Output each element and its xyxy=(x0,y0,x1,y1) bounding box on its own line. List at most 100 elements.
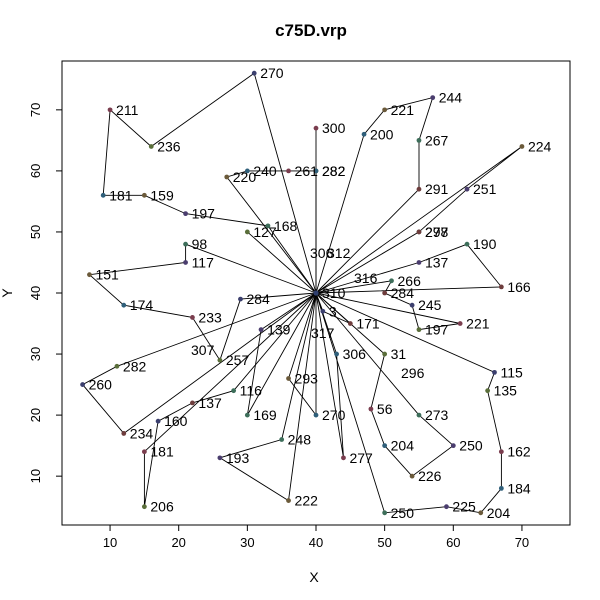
customer-label: 117 xyxy=(192,254,215,270)
customer-label: 261 xyxy=(295,163,319,179)
customer-point xyxy=(416,186,422,192)
customer-point xyxy=(368,406,374,412)
customer-point xyxy=(519,144,525,149)
customer-label: 257 xyxy=(226,352,250,368)
customer-point xyxy=(141,504,147,510)
customer-points xyxy=(80,70,525,516)
customer-label: 116 xyxy=(240,383,263,399)
y-tick-label: 10 xyxy=(28,469,43,483)
extra-label: 312 xyxy=(327,245,351,261)
customer-label: 171 xyxy=(356,316,380,332)
customer-point xyxy=(416,412,422,418)
customer-point xyxy=(464,241,470,247)
customer-label: 169 xyxy=(253,407,277,423)
customer-point xyxy=(334,351,339,357)
customer-point xyxy=(416,137,422,143)
customer-point xyxy=(382,351,388,357)
customer-point xyxy=(100,192,106,198)
customer-label: 306 xyxy=(343,346,367,362)
customer-label: 245 xyxy=(418,297,442,313)
customer-point xyxy=(217,455,223,461)
customer-label: 220 xyxy=(233,169,257,185)
customer-point xyxy=(382,290,388,296)
customer-label: 159 xyxy=(150,187,174,203)
x-tick-label: 40 xyxy=(309,535,323,550)
customer-point xyxy=(313,168,319,174)
customer-point xyxy=(409,302,415,308)
customer-point xyxy=(313,412,319,418)
customer-label: 310 xyxy=(322,285,346,301)
customer-point xyxy=(492,369,497,375)
customer-point xyxy=(485,388,491,394)
customer-label: 166 xyxy=(507,279,531,295)
y-tick-label: 70 xyxy=(28,103,43,117)
customer-label: 168 xyxy=(274,218,298,234)
customer-label: 298 xyxy=(425,224,449,240)
customer-label: 56 xyxy=(377,401,393,417)
customer-point xyxy=(87,272,92,278)
x-tick-label: 20 xyxy=(171,535,185,550)
customer-point xyxy=(382,107,388,113)
customer-point xyxy=(320,308,326,314)
customer-point xyxy=(258,327,264,333)
customer-label: 284 xyxy=(246,291,270,307)
x-tick-label: 60 xyxy=(446,535,460,550)
customer-label: 162 xyxy=(507,444,531,460)
x-tick-label: 70 xyxy=(515,535,529,550)
customer-point xyxy=(244,229,250,235)
route-line xyxy=(315,292,344,458)
customer-label: 137 xyxy=(198,395,222,411)
customer-label: 250 xyxy=(391,505,415,521)
customer-point xyxy=(141,192,147,198)
customer-label: 221 xyxy=(391,102,415,118)
customer-label: 200 xyxy=(370,126,394,142)
x-tick-label: 10 xyxy=(103,535,117,550)
customer-point xyxy=(416,260,422,265)
customer-label: 204 xyxy=(391,438,415,454)
customer-label: 222 xyxy=(295,493,319,509)
customer-label: 115 xyxy=(500,364,523,380)
chart-title: c75D.vrp xyxy=(275,21,347,40)
customer-point xyxy=(141,449,147,455)
customer-point xyxy=(155,418,161,424)
customer-point xyxy=(244,168,250,174)
y-tick-label: 60 xyxy=(28,164,43,178)
customer-point xyxy=(498,284,504,290)
customer-label: 225 xyxy=(452,499,476,515)
customer-label: 282 xyxy=(123,358,147,374)
extra-label: 296 xyxy=(401,365,425,381)
customer-point xyxy=(238,296,243,302)
customer-point xyxy=(286,168,291,174)
customer-label: 277 xyxy=(349,450,373,466)
customer-point xyxy=(464,186,470,192)
customer-point xyxy=(286,376,291,381)
customer-label: 197 xyxy=(425,322,449,338)
customer-label: 267 xyxy=(425,132,449,148)
customer-point xyxy=(450,443,456,449)
customer-label: 226 xyxy=(418,468,442,484)
customer-point xyxy=(382,443,388,449)
customer-label: 300 xyxy=(322,120,346,136)
customer-label: 98 xyxy=(192,236,208,252)
customer-label: 250 xyxy=(459,438,483,454)
customer-label: 181 xyxy=(150,444,174,460)
customer-point xyxy=(231,388,237,394)
customer-point xyxy=(190,315,195,320)
customer-label: 197 xyxy=(192,206,216,222)
customer-label: 193 xyxy=(226,450,250,466)
customer-point xyxy=(244,412,250,418)
customer-point xyxy=(286,498,291,503)
customer-point xyxy=(416,229,422,235)
customer-label: 135 xyxy=(494,383,518,399)
customer-label: 151 xyxy=(95,267,119,283)
y-tick-label: 30 xyxy=(28,347,43,361)
customer-point xyxy=(361,131,367,137)
customer-label: 236 xyxy=(157,138,181,154)
customer-label: 139 xyxy=(267,322,291,338)
customer-point xyxy=(382,510,388,516)
customer-label: 184 xyxy=(507,480,531,496)
x-axis: 10 20 30 40 50 60 70 xyxy=(103,524,529,550)
customer-point xyxy=(183,211,188,217)
y-tick-label: 20 xyxy=(28,408,43,422)
